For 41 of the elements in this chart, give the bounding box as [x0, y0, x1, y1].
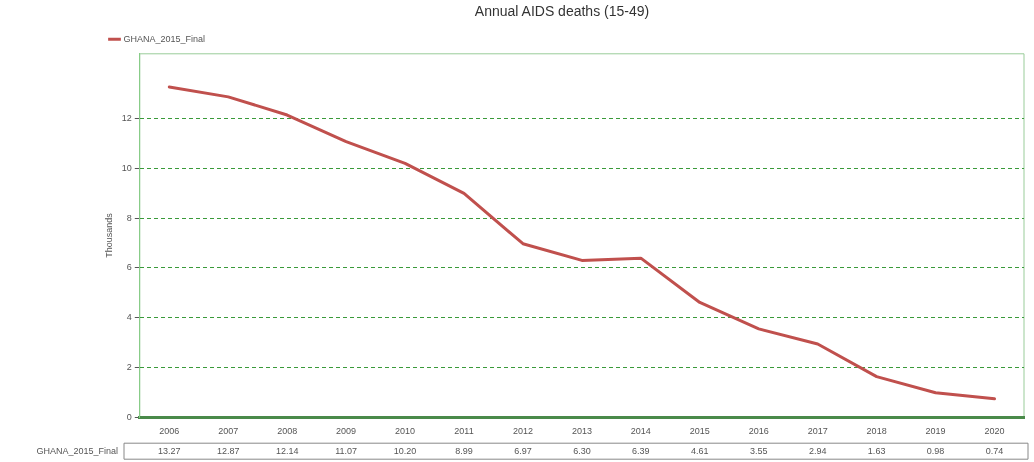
data-label: 12.87: [216, 445, 240, 456]
x-tick-label: 2020: [984, 426, 1005, 437]
data-label: 2.94: [808, 445, 827, 456]
y-tick-label: 8: [126, 212, 132, 223]
x-tick-label: 2007: [218, 426, 239, 437]
x-tick-label: 2011: [454, 426, 474, 437]
x-tick-label: 2014: [630, 426, 651, 437]
x-tick-label: 2008: [277, 426, 298, 437]
data-label: 13.27: [158, 445, 181, 456]
x-tick-label: 2016: [748, 426, 769, 437]
data-label: 6.97: [514, 445, 532, 456]
y-tick-label: 10: [121, 162, 132, 173]
y-axis-title: Thousands: [103, 212, 114, 258]
data-label: 0.98: [926, 445, 945, 456]
x-tick-label: 2015: [689, 426, 710, 437]
data-label: 6.30: [573, 445, 591, 456]
y-tick-label: 6: [126, 262, 132, 273]
y-tick-label: 2: [126, 361, 132, 372]
data-label: 11.07: [335, 445, 358, 456]
data-label: 10.20: [393, 445, 417, 456]
data-label: 1.63: [867, 445, 886, 456]
x-tick-label: 2009: [336, 426, 357, 437]
data-label: 12.14: [275, 445, 299, 456]
x-tick-label: 2019: [925, 426, 946, 437]
text: GHANA_2015_Final: [36, 445, 118, 456]
x-tick-label: 2018: [866, 426, 887, 437]
data-label: 4.61: [691, 445, 709, 456]
data-label: 8.99: [455, 445, 473, 456]
x-tick-label: 2013: [571, 426, 592, 437]
data-label: 6.39: [632, 445, 650, 456]
y-tick-label: 12: [121, 113, 132, 123]
x-tick-label: 2012: [512, 426, 533, 437]
y-tick-label: 4: [126, 312, 132, 323]
x-tick-label: 2006: [159, 426, 180, 437]
y-tick-label: 0: [126, 411, 132, 422]
x-tick-label: 2010: [395, 426, 416, 437]
legend-label: GHANA_2015_Final: [123, 33, 206, 44]
data-label: 0.74: [985, 445, 1004, 456]
chart-title: Annual AIDS deaths (15-49): [474, 3, 650, 20]
x-tick-label: 2017: [807, 426, 828, 437]
data-label: 3.55: [749, 445, 768, 456]
